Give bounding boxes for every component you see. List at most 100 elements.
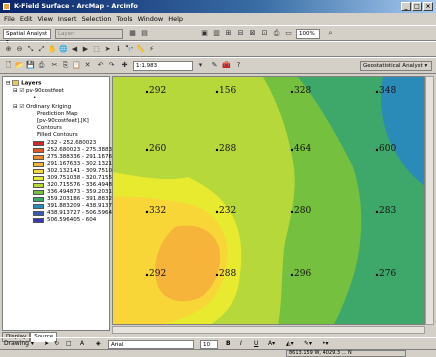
table-icon[interactable]: ▥: [213, 29, 220, 37]
delete-icon[interactable]: ✕: [84, 61, 91, 69]
find-icon[interactable]: 🔭: [125, 45, 134, 53]
legend-swatch[interactable]: [33, 183, 44, 188]
maximize-button[interactable]: □: [412, 2, 422, 11]
font-dropdown[interactable]: Arial: [108, 340, 194, 349]
zoom-out-icon[interactable]: ⊖: [16, 45, 23, 53]
zoom-percent-dropdown[interactable]: 100%: [296, 29, 320, 39]
select-elements-icon[interactable]: ➤: [44, 340, 50, 347]
scale-dropdown-icon[interactable]: ▾: [198, 61, 203, 69]
collapse-icon[interactable]: ⊟: [6, 80, 11, 87]
full-extent-icon[interactable]: 🌐: [59, 45, 68, 53]
layout-icon[interactable]: ▭: [285, 29, 292, 37]
font-size-dropdown[interactable]: 10: [200, 340, 218, 349]
histogram-icon[interactable]: ▦: [129, 29, 136, 37]
bold-button[interactable]: B: [226, 340, 231, 347]
hyperlink-icon[interactable]: ⚡: [149, 45, 154, 53]
save-icon[interactable]: 💾: [26, 61, 35, 69]
layout-zoom-icon[interactable]: ⌕: [328, 29, 333, 37]
layer-dropdown[interactable]: Layer:: [55, 29, 123, 39]
grid-icon[interactable]: ⊞: [225, 29, 232, 37]
new-icon[interactable]: 🗋: [5, 61, 12, 69]
measure-icon[interactable]: 📏: [136, 45, 145, 53]
whats-this-icon[interactable]: ?: [236, 61, 241, 69]
editor-icon[interactable]: ✎: [211, 61, 218, 69]
data-point: [215, 148, 219, 152]
identify-icon[interactable]: ℹ: [117, 45, 120, 53]
select-elements-icon[interactable]: ➤: [104, 45, 111, 53]
georef-icon[interactable]: ▣: [201, 29, 208, 37]
horizontal-scrollbar[interactable]: [112, 326, 425, 334]
legend-swatch[interactable]: [33, 155, 44, 160]
pan-icon[interactable]: ✋: [48, 45, 57, 53]
paste-icon[interactable]: 📋: [72, 61, 81, 69]
legend-label: 438.913727 - 506.596405: [47, 210, 119, 216]
grid3-icon[interactable]: ⊠: [249, 29, 256, 37]
data-point: [145, 210, 149, 214]
legend-swatch[interactable]: [33, 190, 44, 195]
scale-input[interactable]: 1:1,983: [133, 61, 193, 71]
point-symbol-icon: •: [33, 95, 37, 101]
marker-color-icon[interactable]: •▾: [322, 340, 329, 347]
text-icon[interactable]: A: [80, 340, 85, 347]
redo-icon[interactable]: ↷: [108, 61, 115, 69]
geostatistical-analyst-dropdown[interactable]: Geostatistical Analyst ▾: [360, 61, 432, 71]
legend-swatch[interactable]: [33, 148, 44, 153]
toc-layer-kriging[interactable]: ⊟ ☑ Ordinary Kriging: [13, 104, 71, 111]
toc-sublabel: Filled Contours: [37, 132, 78, 138]
legend-swatch[interactable]: [33, 204, 44, 209]
toc-layer-pv[interactable]: ⊟ ☑ pv-90costfeet: [13, 88, 64, 95]
zoom-in-icon[interactable]: ⊕: [5, 45, 12, 53]
line-color-icon[interactable]: ✎▾: [304, 340, 313, 347]
visibility-checkbox[interactable]: ☑: [19, 104, 25, 110]
expand-icon[interactable]: ⊟: [13, 88, 18, 94]
undo-icon[interactable]: ↶: [97, 61, 104, 69]
back-icon[interactable]: ◀: [71, 45, 78, 53]
toc-root[interactable]: ⊟ Layers: [6, 80, 41, 88]
forward-icon[interactable]: ▶: [82, 45, 89, 53]
ascii-icon[interactable]: ▤: [141, 29, 148, 37]
italic-button[interactable]: I: [240, 340, 242, 347]
legend-swatch[interactable]: [33, 218, 44, 223]
callout-icon[interactable]: ◈: [96, 340, 101, 347]
drawing-menu[interactable]: Drawing ▾: [4, 340, 34, 347]
menu-window[interactable]: Window: [137, 15, 164, 23]
grid4-icon[interactable]: ⊡: [261, 29, 268, 37]
data-point-label: 156: [219, 86, 236, 96]
map-view[interactable]: 292 156 328 348 260 288 464 600 332 232 280 283 292 2…: [112, 76, 425, 325]
menu-tools[interactable]: Tools: [116, 15, 133, 23]
print-icon[interactable]: ⎙: [38, 61, 45, 69]
copy-icon[interactable]: ⎘: [62, 61, 69, 69]
rectangle-icon[interactable]: □: [66, 340, 72, 347]
close-button[interactable]: ×: [423, 2, 433, 11]
fixed-zoom-in-icon[interactable]: ⤡: [27, 45, 34, 53]
add-data-icon[interactable]: ✚: [121, 61, 128, 69]
menu-view[interactable]: View: [37, 15, 53, 23]
legend-swatch[interactable]: [33, 141, 44, 146]
menu-edit[interactable]: Edit: [19, 15, 33, 23]
grid2-icon[interactable]: ⊟: [237, 29, 244, 37]
minimize-button[interactable]: _: [401, 2, 411, 11]
select-features-icon[interactable]: ⬚: [93, 45, 100, 53]
legend-swatch[interactable]: [33, 169, 44, 174]
open-icon[interactable]: 📂: [15, 61, 24, 69]
cut-icon[interactable]: ✂: [51, 61, 58, 69]
legend-swatch[interactable]: [33, 176, 44, 181]
visibility-checkbox[interactable]: ☑: [19, 88, 25, 94]
spatial-analyst-dropdown[interactable]: Spatial Analyst ▾: [3, 29, 51, 45]
rotate-icon[interactable]: ↻: [54, 340, 60, 347]
arctoolbox-icon[interactable]: 🧰: [222, 61, 231, 69]
expand-icon[interactable]: ⊟: [13, 104, 18, 110]
print-icon[interactable]: ⎙: [273, 29, 280, 37]
font-color-icon[interactable]: A▾: [268, 340, 276, 347]
vertical-scrollbar[interactable]: [425, 76, 434, 325]
menu-insert[interactable]: Insert: [57, 15, 77, 23]
menu-help[interactable]: Help: [168, 15, 184, 23]
fill-color-icon[interactable]: ◭▾: [286, 340, 294, 347]
menu-file[interactable]: File: [4, 15, 15, 23]
fixed-zoom-out-icon[interactable]: ⤢: [38, 45, 45, 53]
underline-button[interactable]: U: [254, 340, 259, 347]
menu-selection[interactable]: Selection: [81, 15, 112, 23]
legend-swatch[interactable]: [33, 211, 44, 216]
legend-swatch[interactable]: [33, 162, 44, 167]
legend-swatch[interactable]: [33, 197, 44, 202]
